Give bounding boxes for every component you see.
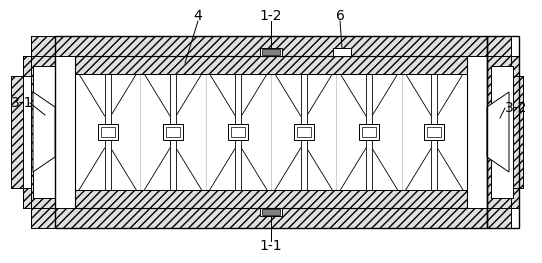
Bar xyxy=(231,127,246,137)
Bar xyxy=(98,124,118,140)
Bar xyxy=(296,127,311,137)
Bar xyxy=(366,138,372,190)
Text: 3-2: 3-2 xyxy=(505,101,527,115)
Bar xyxy=(260,48,282,56)
Bar xyxy=(55,36,487,228)
Bar xyxy=(333,48,351,56)
Bar xyxy=(75,56,467,208)
Bar xyxy=(366,74,372,126)
Bar xyxy=(424,124,444,140)
Text: 1-2: 1-2 xyxy=(260,9,282,23)
Bar xyxy=(163,124,183,140)
Bar xyxy=(260,208,282,216)
Bar xyxy=(105,138,111,190)
Bar xyxy=(431,138,437,190)
Text: 3-1: 3-1 xyxy=(11,96,33,110)
Bar xyxy=(75,56,467,74)
Polygon shape xyxy=(33,92,55,172)
Bar xyxy=(301,138,307,190)
Bar xyxy=(362,127,376,137)
Bar xyxy=(55,208,487,228)
Bar xyxy=(33,66,55,198)
Bar xyxy=(235,74,241,126)
Bar xyxy=(75,190,467,208)
Text: 4: 4 xyxy=(193,9,202,23)
Bar xyxy=(301,74,307,126)
Bar xyxy=(511,76,523,188)
Bar xyxy=(101,127,115,137)
Bar xyxy=(487,36,511,56)
Bar xyxy=(23,56,55,208)
Bar xyxy=(31,36,55,56)
Bar xyxy=(228,124,248,140)
Bar xyxy=(23,56,31,208)
Bar xyxy=(359,124,379,140)
Text: 1-1: 1-1 xyxy=(260,239,282,253)
Bar xyxy=(487,36,519,228)
Bar xyxy=(170,74,176,126)
Bar xyxy=(511,76,523,188)
Bar xyxy=(75,56,467,208)
Bar xyxy=(511,56,519,208)
Bar xyxy=(262,209,280,215)
Bar xyxy=(11,76,23,188)
Bar xyxy=(55,36,487,56)
Bar xyxy=(75,190,467,208)
Bar xyxy=(431,74,437,126)
Bar xyxy=(487,56,519,208)
Bar xyxy=(262,49,280,55)
Bar xyxy=(105,74,111,126)
Polygon shape xyxy=(487,92,509,172)
Bar xyxy=(31,208,55,228)
Bar xyxy=(11,76,31,188)
Bar xyxy=(235,138,241,190)
Bar xyxy=(170,138,176,190)
Bar xyxy=(75,56,467,74)
Bar xyxy=(294,124,314,140)
Bar xyxy=(491,66,513,198)
Bar xyxy=(166,127,180,137)
Bar xyxy=(427,127,441,137)
Text: 6: 6 xyxy=(335,9,344,23)
Bar xyxy=(487,208,511,228)
